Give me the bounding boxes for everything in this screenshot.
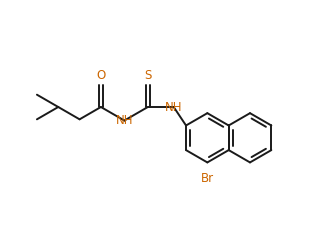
Text: O: O [96,69,106,82]
Text: NH: NH [165,100,183,114]
Text: S: S [144,69,152,82]
Text: Br: Br [201,172,214,185]
Text: NH: NH [116,114,133,127]
